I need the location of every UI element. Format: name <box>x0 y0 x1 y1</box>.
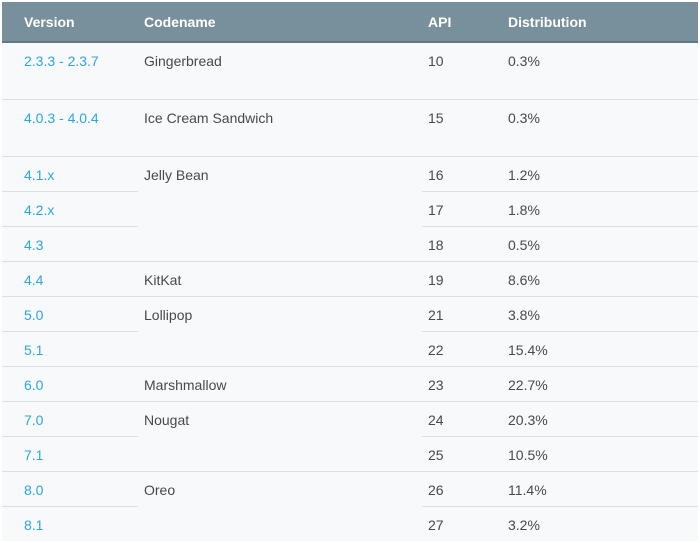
cell-distribution: 8.6% <box>502 260 698 296</box>
table-row: 7.1 25 10.5% <box>2 435 698 471</box>
table-row: 4.4 KitKat 19 8.6% <box>2 260 698 296</box>
version-link[interactable]: 5.1 <box>24 341 44 358</box>
cell-codename: Marshmallow <box>138 365 422 401</box>
version-link[interactable]: 6.0 <box>24 376 44 393</box>
cell-api: 19 <box>422 260 502 296</box>
version-link[interactable]: 5.0 <box>24 306 44 323</box>
cell-version: 4.3 <box>2 225 138 261</box>
cell-codename: Lollipop <box>138 295 422 366</box>
cell-distribution: 0.5% <box>502 225 698 261</box>
cell-version: 8.0 <box>2 470 138 506</box>
cell-api: 10 <box>428 53 444 69</box>
version-link[interactable]: 8.1 <box>24 516 44 533</box>
version-link[interactable]: 4.3 <box>24 236 44 253</box>
cell-version: 4.0.3 - 4.0.4 <box>2 98 138 156</box>
table-row: 4.2.x 17 1.8% <box>2 190 698 226</box>
cell-codename: Jelly Bean <box>138 155 422 261</box>
cell-api: 26 <box>422 470 502 506</box>
cell-api: 24 <box>422 400 502 436</box>
version-link[interactable]: 8.0 <box>24 481 44 498</box>
cell-version: 4.2.x <box>2 190 138 226</box>
cell-distribution: 0.3% <box>508 53 540 69</box>
cell-distribution: 1.2% <box>502 155 698 191</box>
cell-codename: Nougat <box>138 400 422 471</box>
table-row: 4.1.x Jelly Bean 16 1.2% <box>2 155 698 261</box>
cell-api: 15 <box>422 98 502 156</box>
cell-distribution: 0.3% <box>502 98 698 156</box>
table-header: Version Codename API Distribution <box>2 2 698 43</box>
table-row: 6.0 Marshmallow 23 22.7% <box>2 365 698 401</box>
header-distribution: Distribution <box>502 2 698 43</box>
table-row: 8.1 27 3.2% <box>2 505 698 541</box>
cell-version: 7.1 <box>2 435 138 471</box>
table-row: 4.3 18 0.5% <box>2 225 698 261</box>
cell-codename: Gingerbread <box>144 53 222 69</box>
cell-api: 23 <box>422 365 502 401</box>
table-row: 7.0 Nougat 24 20.3% <box>2 400 698 471</box>
cell-api: 27 <box>422 505 502 541</box>
cell-api: 16 <box>422 155 502 191</box>
table-row: 8.0 Oreo 26 11.4% <box>2 470 698 541</box>
cell-api: 21 <box>422 295 502 331</box>
cell-distribution: 1.8% <box>502 190 698 226</box>
cell-distribution: 3.8% <box>502 295 698 331</box>
cell-codename: Oreo <box>138 470 422 541</box>
table-body: 2.3.3 - 2.3.7 Gingerbread 10 0.3% 4.0.3 - 4.… <box>2 42 698 541</box>
cell-version: 2.3.3 - 2.3.7 <box>2 42 138 99</box>
cell-version: 5.1 <box>2 330 138 366</box>
cell-distribution: 20.3% <box>502 400 698 436</box>
header-api: API <box>422 2 502 43</box>
version-link[interactable]: 4.2.x <box>24 201 55 218</box>
cell-api: 18 <box>422 225 502 261</box>
header-version: Version <box>2 2 138 43</box>
cell-version: 5.0 <box>2 295 138 331</box>
cell-version: 4.1.x <box>2 155 138 191</box>
version-link[interactable]: 7.0 <box>24 411 44 428</box>
cell-version: 7.0 <box>2 400 138 436</box>
cell-version: 6.0 <box>2 365 138 401</box>
cell-distribution: 3.2% <box>502 505 698 541</box>
table-row: 2.3.3 - 2.3.7 Gingerbread 10 0.3% <box>2 42 698 99</box>
table-row: 5.1 22 15.4% <box>2 330 698 366</box>
version-link[interactable]: 2.3.3 - 2.3.7 <box>24 53 99 69</box>
header-row: Version Codename API Distribution <box>2 2 698 43</box>
version-link[interactable]: 4.0.3 - 4.0.4 <box>24 109 99 126</box>
version-link[interactable]: 7.1 <box>24 446 44 463</box>
version-link[interactable]: 4.4 <box>24 271 44 288</box>
cell-distribution: 11.4% <box>502 470 698 506</box>
cell-distribution: 15.4% <box>502 330 698 366</box>
table-row: 4.0.3 - 4.0.4 Ice Cream Sandwich 15 0.3% <box>2 98 698 156</box>
cell-api: 17 <box>422 190 502 226</box>
cell-distribution: 22.7% <box>502 365 698 401</box>
table-row: 5.0 Lollipop 21 3.8% <box>2 295 698 366</box>
cell-version: 8.1 <box>2 505 138 541</box>
cell-distribution: 10.5% <box>502 435 698 471</box>
cell-api: 25 <box>422 435 502 471</box>
version-link[interactable]: 4.1.x <box>24 166 55 183</box>
cell-api: 22 <box>422 330 502 366</box>
header-codename: Codename <box>138 2 422 43</box>
cell-codename: Ice Cream Sandwich <box>138 98 422 156</box>
cell-version: 4.4 <box>2 260 138 296</box>
cell-codename: KitKat <box>138 260 422 296</box>
